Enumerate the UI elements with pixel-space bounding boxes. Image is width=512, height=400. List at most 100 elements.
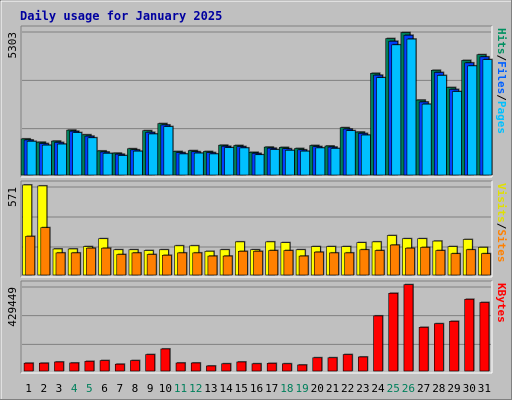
legend-separator: / bbox=[495, 55, 508, 62]
bar-kbytes-kbytes-day-25 bbox=[388, 293, 399, 372]
bar-hits-pages-day-24 bbox=[376, 77, 386, 176]
bar-kbytes-kbytes-day-11 bbox=[175, 362, 186, 372]
x-tick-label-day-25: 25 bbox=[387, 382, 400, 395]
x-tick-label-day-14: 14 bbox=[219, 382, 233, 395]
bar-hits-pages-day-3 bbox=[57, 143, 67, 176]
bar-kbytes-kbytes-day-16 bbox=[251, 363, 262, 372]
x-tick-label-day-7: 7 bbox=[116, 382, 123, 395]
x-tick-label-day-15: 15 bbox=[235, 382, 248, 395]
bar-hits-pages-day-15 bbox=[239, 147, 250, 176]
bar-hits-pages-day-14 bbox=[224, 147, 234, 176]
legend-entry-hits: Hits bbox=[495, 28, 508, 55]
bar-visits-sites-day-3 bbox=[55, 252, 66, 276]
bar-kbytes-kbytes-day-26 bbox=[403, 284, 414, 372]
bar-kbytes-kbytes-day-19 bbox=[297, 364, 307, 372]
legend-entry-kbytes: KBytes bbox=[495, 283, 508, 323]
bar-kbytes-kbytes-day-18 bbox=[282, 363, 292, 372]
bar-visits-sites-day-6 bbox=[101, 247, 111, 276]
bar-visits-sites-day-31 bbox=[481, 253, 491, 276]
bar-kbytes-kbytes-day-4 bbox=[69, 362, 79, 372]
bar-hits-pages-day-23 bbox=[361, 134, 371, 176]
panel-hits-side-legend: Hits/Files/Pages bbox=[495, 28, 508, 134]
bar-hits-pages-day-21 bbox=[330, 148, 341, 176]
panel-hits-max-label: 5303 bbox=[6, 32, 19, 59]
bar-kbytes-kbytes-day-23 bbox=[358, 356, 368, 372]
legend-entry-sites: Sites bbox=[495, 229, 508, 262]
bar-hits-pages-day-11 bbox=[178, 153, 189, 176]
bar-hits-pages-day-10 bbox=[163, 126, 174, 176]
panel-kbytes-side-legend: KBytes bbox=[495, 283, 508, 323]
x-tick-label-day-24: 24 bbox=[371, 382, 385, 395]
x-tick-label-day-29: 29 bbox=[447, 382, 460, 395]
x-tick-label-day-27: 27 bbox=[417, 382, 430, 395]
x-tick-label-day-1: 1 bbox=[25, 382, 32, 395]
bar-hits-pages-day-27 bbox=[421, 103, 432, 176]
bar-kbytes-kbytes-day-29 bbox=[449, 321, 459, 372]
bar-hits-pages-day-6 bbox=[102, 153, 113, 176]
bar-visits-sites-day-5 bbox=[86, 247, 96, 276]
bar-kbytes-kbytes-day-8 bbox=[130, 360, 140, 372]
bar-visits-sites-day-4 bbox=[70, 252, 81, 276]
bar-hits-pages-day-19 bbox=[300, 150, 310, 176]
bar-kbytes-kbytes-day-22 bbox=[342, 354, 353, 372]
bar-hits-pages-day-12 bbox=[193, 152, 204, 176]
bar-visits-sites-day-11 bbox=[177, 252, 187, 276]
legend-entry-files: Files bbox=[495, 61, 508, 94]
bar-hits-pages-day-17 bbox=[269, 149, 280, 176]
bar-hits-pages-day-26 bbox=[406, 38, 417, 176]
bar-hits-pages-day-7 bbox=[117, 155, 128, 176]
bar-kbytes-kbytes-day-31 bbox=[479, 302, 490, 372]
bar-visits-sites-day-28 bbox=[435, 250, 446, 276]
bar-hits-pages-day-16 bbox=[254, 154, 265, 176]
bar-hits-pages-day-25 bbox=[391, 44, 402, 176]
x-tick-label-day-5: 5 bbox=[86, 382, 93, 395]
x-tick-label-day-28: 28 bbox=[432, 382, 445, 395]
chart-title: Daily usage for January 2025 bbox=[20, 9, 222, 23]
legend-entry-visits: Visits bbox=[495, 183, 508, 223]
bar-kbytes-kbytes-day-12 bbox=[190, 362, 201, 372]
bar-hits-pages-day-5 bbox=[87, 137, 98, 176]
x-tick-label-day-31: 31 bbox=[478, 382, 491, 395]
bar-visits-sites-day-18 bbox=[283, 250, 294, 276]
bar-kbytes-kbytes-day-2 bbox=[38, 362, 49, 372]
panel-visits-max-label: 571 bbox=[6, 187, 19, 207]
x-tick-label-day-22: 22 bbox=[341, 382, 354, 395]
bar-kbytes-kbytes-day-15 bbox=[236, 361, 247, 372]
panel-visits-side-legend: Visits/Sites bbox=[495, 183, 508, 263]
bar-visits-sites-day-24 bbox=[374, 250, 385, 276]
x-tick-label-day-20: 20 bbox=[311, 382, 324, 395]
bar-kbytes-kbytes-day-21 bbox=[327, 357, 338, 372]
x-tick-label-day-9: 9 bbox=[147, 382, 154, 395]
bar-visits-sites-day-25 bbox=[389, 244, 400, 276]
bar-visits-sites-day-1 bbox=[25, 236, 35, 276]
bar-visits-sites-day-19 bbox=[298, 255, 309, 276]
x-tick-label-day-6: 6 bbox=[101, 382, 108, 395]
bar-kbytes-kbytes-day-9 bbox=[145, 354, 155, 372]
bar-visits-sites-day-7 bbox=[116, 254, 127, 276]
bar-visits-sites-day-17 bbox=[268, 250, 278, 276]
bar-hits-pages-day-31 bbox=[482, 59, 493, 176]
x-tick-label-day-3: 3 bbox=[56, 382, 63, 395]
x-tick-label-day-18: 18 bbox=[280, 382, 293, 395]
x-tick-label-day-17: 17 bbox=[265, 382, 278, 395]
bar-kbytes-kbytes-day-6 bbox=[99, 360, 110, 372]
bar-kbytes-kbytes-day-10 bbox=[160, 348, 171, 372]
bar-hits-pages-day-4 bbox=[72, 132, 82, 176]
bar-kbytes-kbytes-day-27 bbox=[418, 327, 429, 372]
bar-kbytes-kbytes-day-24 bbox=[373, 315, 383, 372]
x-tick-label-day-19: 19 bbox=[295, 382, 308, 395]
bar-visits-sites-day-10 bbox=[162, 254, 172, 276]
bar-visits-sites-day-15 bbox=[238, 251, 248, 276]
x-tick-label-day-12: 12 bbox=[189, 382, 202, 395]
x-tick-label-day-4: 4 bbox=[71, 382, 78, 395]
bar-visits-sites-day-26 bbox=[405, 247, 415, 276]
bar-visits-sites-day-14 bbox=[222, 255, 233, 276]
bar-hits-pages-day-30 bbox=[467, 65, 478, 176]
x-tick-label-day-8: 8 bbox=[132, 382, 139, 395]
legend-entry-pages: Pages bbox=[495, 101, 508, 134]
x-tick-label-day-16: 16 bbox=[250, 382, 263, 395]
bar-hits-pages-day-22 bbox=[345, 130, 356, 176]
bar-visits-sites-day-8 bbox=[131, 252, 142, 276]
bar-visits-sites-day-22 bbox=[344, 252, 354, 276]
